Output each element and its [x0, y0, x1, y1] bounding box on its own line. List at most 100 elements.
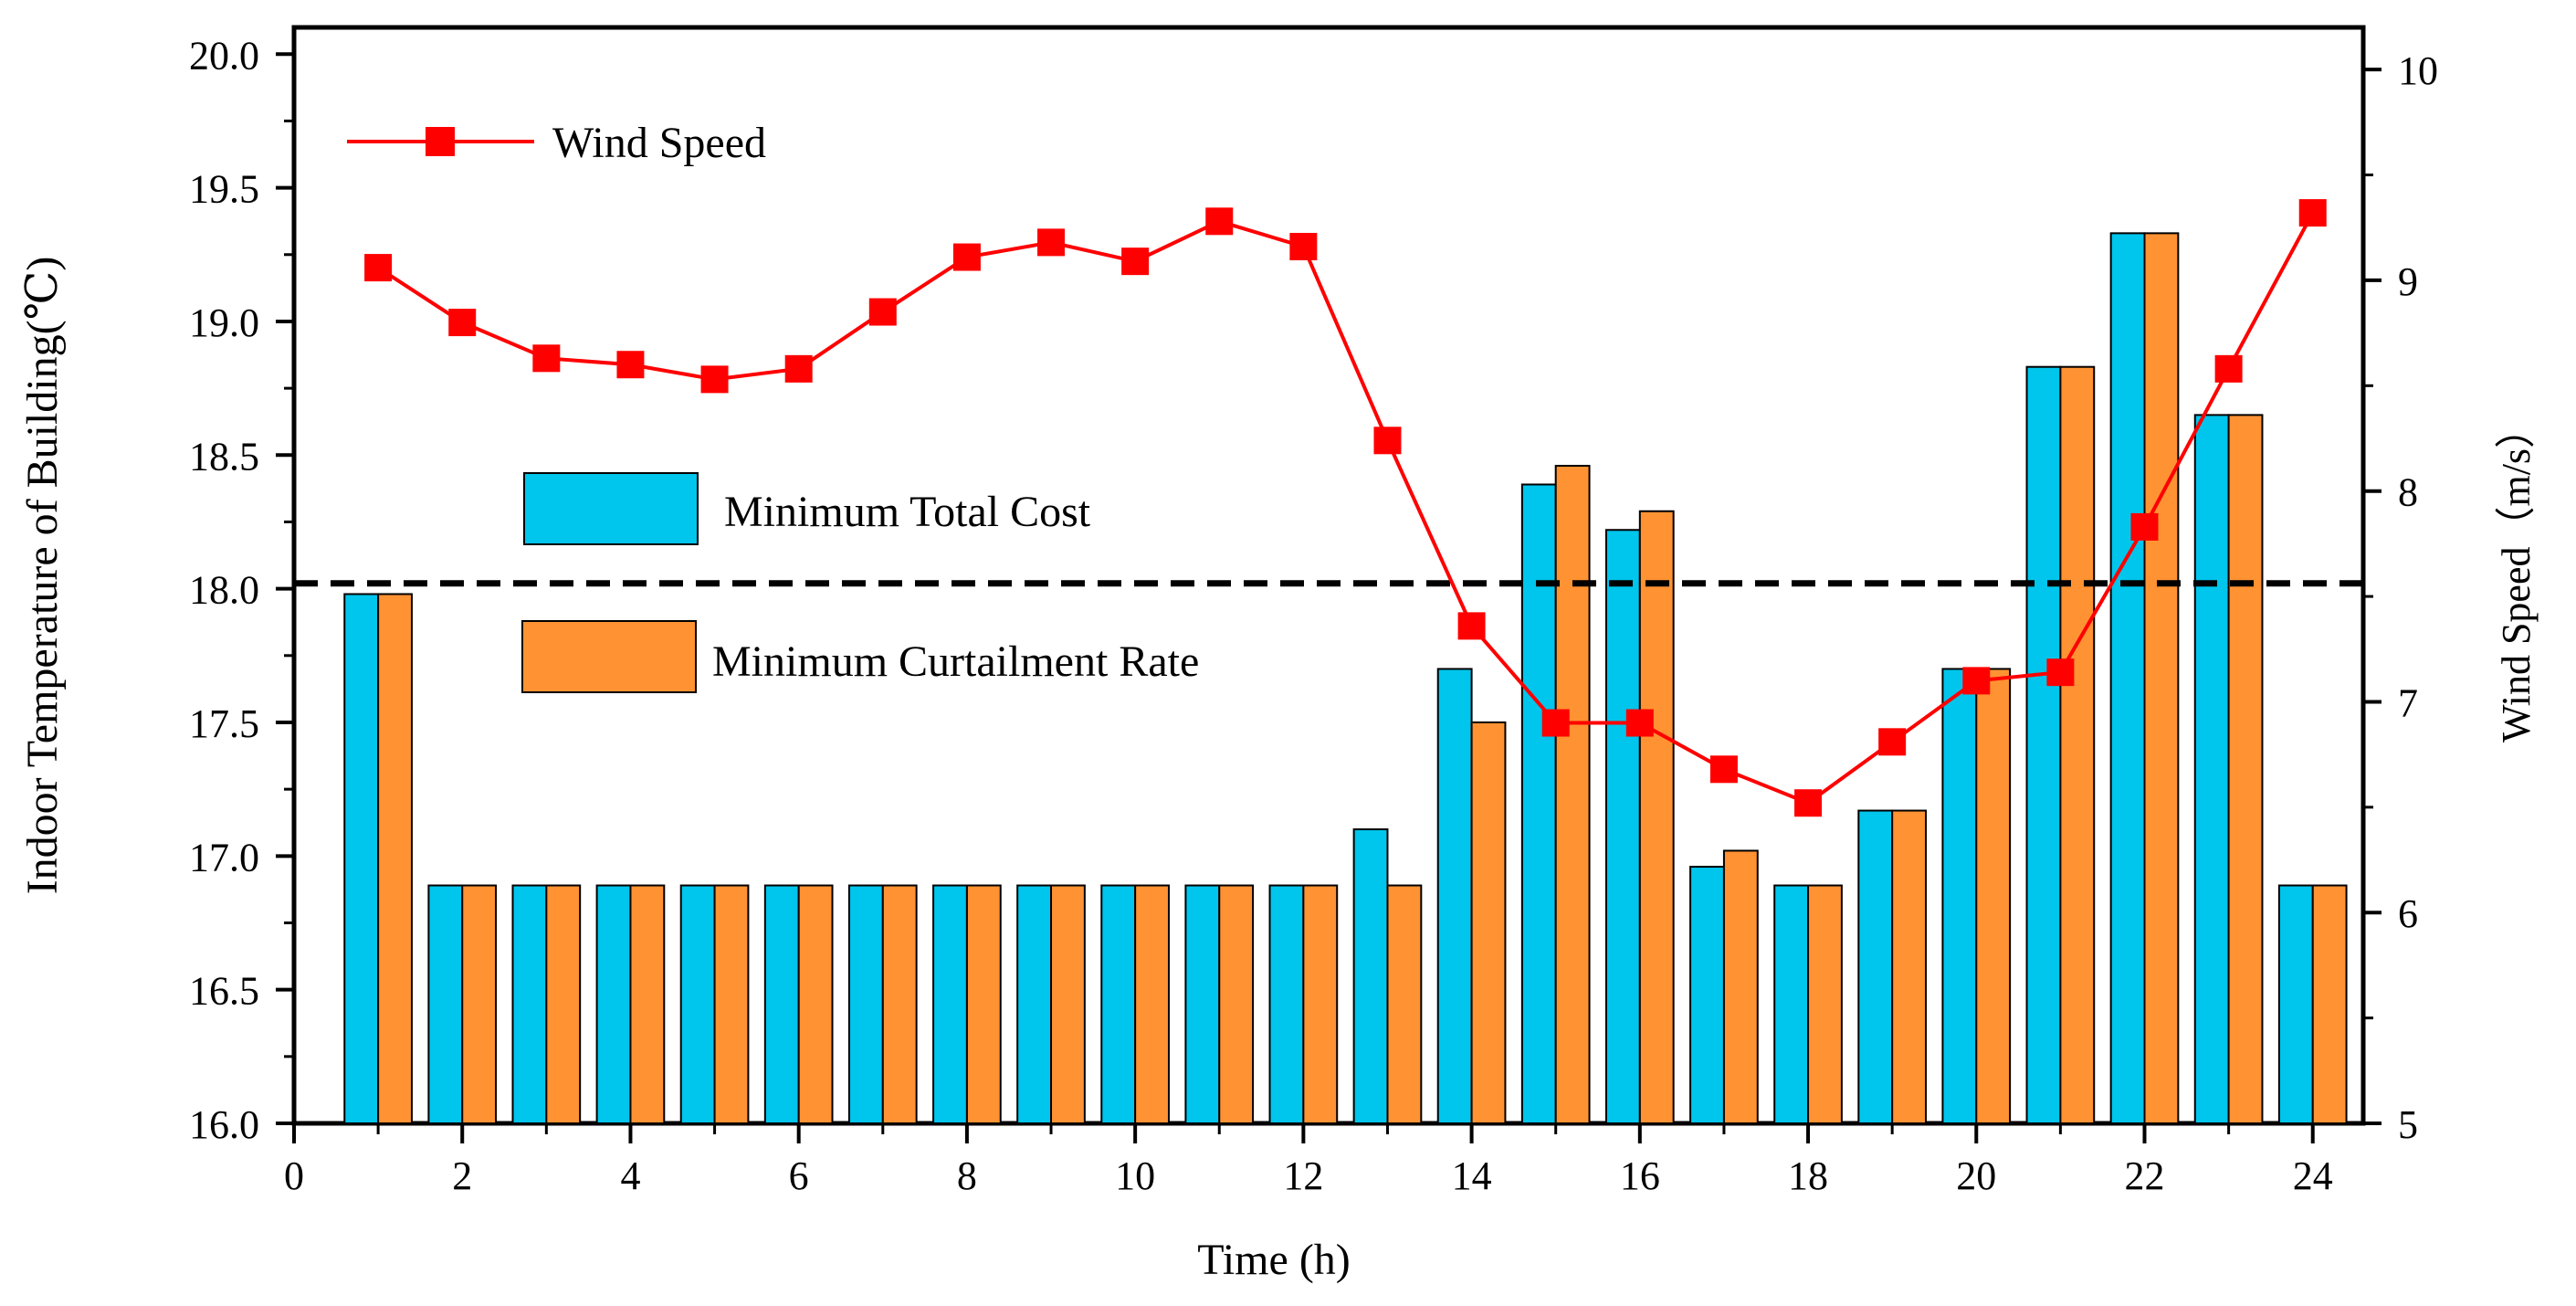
bar-curtailment-4: [629, 884, 666, 1124]
bar-total-cost-7: [847, 884, 884, 1124]
bar-total-cost-15: [1520, 483, 1557, 1124]
wind-speed-point-21: [2046, 658, 2075, 687]
bar-curtailment-6: [797, 884, 834, 1124]
y-axis-title: Indoor Temperature of Building(℃): [18, 257, 67, 895]
x-tick-label-16: 16: [1620, 1153, 1660, 1198]
x-tick-label-22: 22: [2125, 1153, 2165, 1198]
bar-total-cost-21: [2025, 365, 2062, 1124]
bar-curtailment-24: [2311, 884, 2348, 1124]
wind-speed-point-24: [2298, 199, 2327, 227]
bar-curtailment-17: [1722, 849, 1759, 1125]
bar-curtailment-22: [2143, 232, 2180, 1125]
wind-speed-point-16: [1625, 709, 1654, 737]
wind-speed-point-11: [1205, 207, 1234, 236]
legend-swatch-total-cost: [523, 472, 699, 545]
bar-total-cost-3: [511, 884, 548, 1124]
y2-axis-title: Wind Speed（m/s）: [2494, 408, 2539, 743]
legend-label-curtailment: Minimum Curtailment Rate: [712, 637, 1199, 686]
y-tick-label-18.0: 18.0: [189, 568, 259, 613]
wind-speed-point-4: [616, 351, 645, 379]
bar-total-cost-17: [1689, 866, 1725, 1125]
y2-tick-label-6: 6: [2398, 891, 2418, 936]
y-tick-label-17.5: 17.5: [189, 701, 259, 746]
bar-curtailment-16: [1638, 510, 1675, 1124]
y-tick-label-19.0: 19.0: [189, 300, 259, 345]
x-tick-label-24: 24: [2293, 1153, 2333, 1198]
bar-total-cost-8: [932, 884, 968, 1124]
legend: Wind Speed Minimum Total Cost Minimum Cu…: [347, 119, 1199, 693]
bar-curtailment-2: [461, 884, 498, 1124]
wind-speed-point-17: [1709, 755, 1738, 784]
bar-total-cost-9: [1016, 884, 1053, 1124]
bar-curtailment-5: [713, 884, 750, 1124]
bar-curtailment-1: [377, 593, 413, 1124]
bar-total-cost-4: [595, 884, 632, 1124]
wind-speed-point-15: [1541, 709, 1570, 737]
bar-total-cost-2: [427, 884, 464, 1124]
bar-curtailment-9: [1050, 884, 1086, 1124]
bar-total-cost-14: [1436, 668, 1473, 1124]
bar-curtailment-18: [1807, 884, 1843, 1124]
wind-speed-point-18: [1794, 789, 1823, 817]
wind-speed-point-8: [952, 243, 981, 271]
bar-curtailment-20: [1975, 668, 2012, 1124]
bar-total-cost-12: [1268, 884, 1305, 1124]
bar-curtailment-15: [1554, 465, 1591, 1124]
bar-curtailment-21: [2059, 365, 2096, 1124]
wind-speed-point-5: [700, 365, 729, 394]
x-tick-label-4: 4: [620, 1153, 640, 1198]
x-tick-label-12: 12: [1283, 1153, 1323, 1198]
x-tick-label-14: 14: [1452, 1153, 1492, 1198]
bar-curtailment-13: [1386, 884, 1423, 1124]
x-axis-title: Time (h): [1197, 1236, 1351, 1284]
bar-total-cost-20: [1941, 668, 1978, 1124]
wind-speed-point-10: [1121, 248, 1150, 276]
x-tick-label-8: 8: [957, 1153, 977, 1198]
wind-speed-point-12: [1289, 233, 1318, 260]
wind-speed-point-20: [1962, 667, 1991, 695]
wind-speed-point-6: [784, 354, 813, 383]
wind-speed-point-1: [364, 254, 393, 282]
y-tick-label-16.5: 16.5: [189, 969, 259, 1014]
wind-speed-point-9: [1037, 228, 1066, 257]
wind-speed-point-2: [448, 309, 477, 337]
y-tick-label-19.5: 19.5: [189, 167, 259, 212]
x-tick-label-0: 0: [284, 1153, 304, 1198]
x-tick-label-20: 20: [1956, 1153, 1996, 1198]
bar-curtailment-3: [545, 884, 582, 1124]
bar-curtailment-11: [1218, 884, 1255, 1124]
bar-curtailment-8: [965, 884, 1002, 1124]
wind-speed-point-22: [2130, 512, 2159, 541]
bars-layer: [343, 232, 2348, 1125]
y2-tick-label-9: 9: [2398, 259, 2418, 304]
y2-tick-label-8: 8: [2398, 470, 2418, 515]
wind-speed-point-13: [1373, 427, 1402, 455]
x-tick-label-6: 6: [789, 1153, 809, 1198]
y-tick-label-16.0: 16.0: [189, 1102, 259, 1147]
y2-tick-label-5: 5: [2398, 1102, 2418, 1147]
y-tick-label-20.0: 20.0: [189, 33, 259, 78]
wind-speed-line: [377, 212, 2315, 806]
wind-speed-point-14: [1457, 612, 1486, 640]
bar-curtailment-7: [881, 884, 918, 1124]
legend-label-wind-speed: Wind Speed: [552, 119, 766, 167]
bar-curtailment-14: [1470, 721, 1507, 1124]
bar-total-cost-24: [2277, 884, 2314, 1124]
bar-total-cost-10: [1100, 884, 1137, 1124]
bar-total-cost-16: [1604, 529, 1641, 1124]
y2-tick-label-10: 10: [2398, 48, 2438, 93]
bar-curtailment-19: [1891, 809, 1928, 1124]
bar-curtailment-23: [2227, 414, 2264, 1124]
wind-speed-line-layer: [364, 199, 2327, 817]
x-tick-label-10: 10: [1115, 1153, 1155, 1198]
x-tick-label-2: 2: [452, 1153, 472, 1198]
bar-total-cost-18: [1773, 884, 1810, 1124]
bar-total-cost-6: [763, 884, 800, 1124]
bar-total-cost-23: [2193, 414, 2230, 1124]
y2-tick-label-7: 7: [2398, 680, 2418, 725]
x-tick-label-18: 18: [1788, 1153, 1828, 1198]
bar-total-cost-22: [2109, 232, 2146, 1125]
wind-speed-point-7: [868, 298, 897, 326]
ticks-layer: 0 2 4 6 8 10 12 14 16 18 20 22 2416.016.517.017.518.…: [189, 33, 2438, 1198]
